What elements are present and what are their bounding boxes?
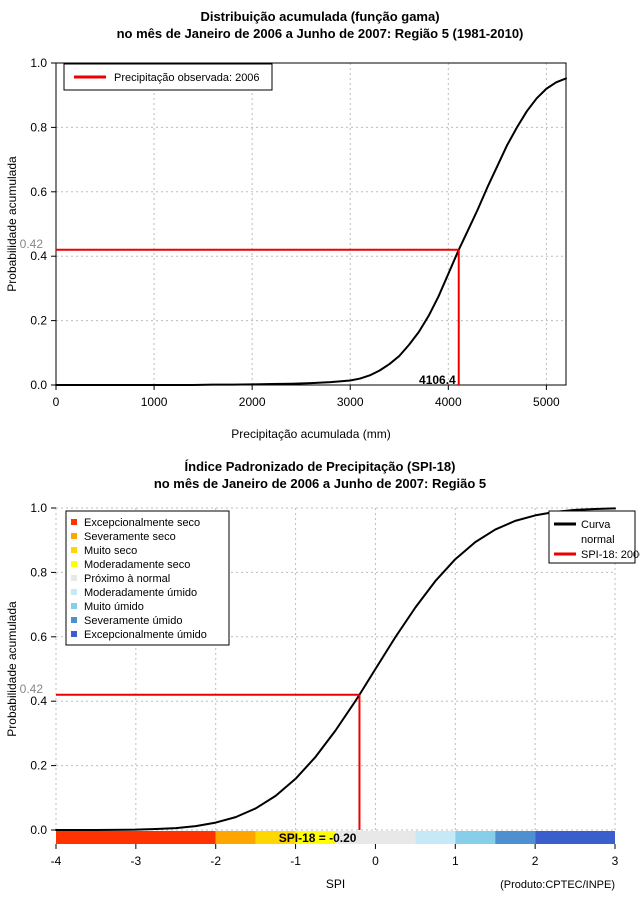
top-chart-title-line1: Distribuição acumulada (função gama) [200, 9, 440, 24]
marker-y-value-label: 0.42 [20, 237, 44, 251]
colorbar-segment [535, 831, 615, 844]
x-tick-label: 2000 [239, 395, 266, 409]
spi-cdf-plot: SPI-18 = -0.20 0.0 0.2 0.4 0.6 0.8 1.0 -4 -3 -2 -1… [5, 501, 640, 891]
series-legend-label: normal [581, 534, 615, 546]
normal-cdf-curve [55, 507, 616, 831]
category-swatch [71, 631, 77, 637]
category-swatch [71, 519, 77, 525]
category-swatch [71, 561, 77, 567]
top-legend: Precipitação observada: 2006 [63, 63, 273, 91]
top-chart-title-line2: no mês de Janeiro de 2006 a Junho de 200… [116, 26, 524, 41]
top-axes: 0.0 0.2 0.4 0.6 0.8 1.0 0 1000 2000 3000 4000 5000 0… [5, 56, 560, 441]
bottom-chart-title-line2: no mês de Janeiro de 2006 a Junho de 200… [153, 476, 487, 491]
y-tick-label: 0.2 [30, 314, 47, 328]
y-tick-label: 0.8 [30, 565, 47, 579]
category-legend: Excepcionalmente seco Severamente seco Mui… [65, 510, 230, 646]
series-legend: Curva normal SPI-18: 2006 [548, 510, 640, 564]
x-axis-label: Precipitação acumulada (mm) [231, 427, 390, 441]
category-label: Moderadamente seco [84, 559, 190, 571]
category-label: Excepcionalmente úmido [84, 629, 207, 641]
y-tick-label: 0.6 [30, 630, 47, 644]
x-tick-label: 5000 [533, 395, 560, 409]
category-label: Excepcionalmente seco [84, 517, 200, 529]
bottom-axes: 0.0 0.2 0.4 0.6 0.8 1.0 -4 -3 -2 -1 0 1 2 3 0.42Probab… [5, 501, 619, 891]
series-legend-label: SPI-18: 2006 [581, 549, 640, 561]
category-swatch [71, 575, 77, 581]
gamma-cdf-panel: Distribuição acumulada (função gama) no … [0, 8, 640, 42]
category-swatch [71, 617, 77, 623]
y-tick-label: 0.6 [30, 185, 47, 199]
colorbar-segment [295, 831, 336, 844]
category-label: Severamente úmido [84, 615, 182, 627]
x-tick-label: 2 [532, 854, 539, 868]
x-tick-label: 0 [372, 854, 379, 868]
category-label: Severamente seco [84, 531, 176, 543]
legend-label-observed: Precipitação observada: 2006 [114, 72, 260, 84]
x-tick-label: -3 [131, 854, 142, 868]
colorbar-segment [415, 831, 456, 844]
category-label: Próximo à normal [84, 573, 170, 585]
y-tick-label: 1.0 [30, 501, 47, 515]
x-tick-label: 1 [452, 854, 459, 868]
marker-x-value-label: 4106.4 [419, 373, 456, 387]
colorbar-segment [455, 831, 496, 844]
x-tick-label: 0 [53, 395, 60, 409]
category-swatch [71, 603, 77, 609]
y-tick-label: 0.0 [30, 823, 47, 837]
bottom-chart-title: Índice Padronizado de Precipitação (SPI-… [0, 458, 640, 492]
x-tick-label: 4000 [435, 395, 462, 409]
series-legend-label: Curva [581, 519, 611, 531]
y-axis-label: Probabilidade acumulada [5, 156, 19, 292]
colorbar-segment [56, 831, 216, 844]
bottom-plot-area [55, 507, 616, 831]
spi-colorbar: SPI-18 = -0.20 [56, 831, 615, 845]
x-tick-label: 1000 [141, 395, 168, 409]
x-tick-label: -1 [290, 854, 301, 868]
y-axis-label: Probabilidade acumulada [5, 601, 19, 737]
category-label: Moderadamente úmido [84, 587, 197, 599]
colorbar-segment [335, 831, 416, 844]
category-legend-box [65, 510, 230, 646]
category-label: Muito seco [84, 545, 137, 557]
category-label: Muito úmido [84, 601, 144, 613]
y-tick-label: 0.0 [30, 378, 47, 392]
top-plot-frame [55, 62, 567, 386]
marker-x-value-label: SPI-18 = -0.20 [279, 831, 357, 845]
colorbar-segment [215, 831, 256, 844]
gamma-cdf-plot: 0.0 0.2 0.4 0.6 0.8 1.0 0 1000 2000 3000 4000 5000 0… [5, 56, 567, 441]
top-plot-area [55, 62, 567, 386]
y-tick-label: 0.8 [30, 120, 47, 134]
colorbar-segment [255, 831, 296, 844]
x-tick-label: -4 [51, 854, 62, 868]
y-tick-label: 1.0 [30, 56, 47, 70]
bottom-chart-title-line1: Índice Padronizado de Precipitação (SPI-… [184, 459, 456, 474]
y-tick-label: 0.4 [30, 694, 47, 708]
category-swatch [71, 547, 77, 553]
credit-label: (Produto:CPTEC/INPE) [500, 879, 615, 891]
y-tick-label: 0.2 [30, 759, 47, 773]
marker-y-value-label: 0.42 [20, 682, 44, 696]
top-chart-title: Distribuição acumulada (função gama) no … [0, 8, 640, 42]
x-axis-label: SPI [326, 877, 345, 891]
x-tick-label: 3000 [337, 395, 364, 409]
x-tick-label: -2 [210, 854, 221, 868]
category-swatch [71, 589, 77, 595]
y-tick-label: 0.4 [30, 249, 47, 263]
x-tick-label: 3 [612, 854, 619, 868]
colorbar-segment [495, 831, 536, 844]
gamma-cdf-curve [55, 77, 567, 386]
spi-cdf-panel: Índice Padronizado de Precipitação (SPI-… [0, 450, 640, 900]
category-swatch [71, 533, 77, 539]
